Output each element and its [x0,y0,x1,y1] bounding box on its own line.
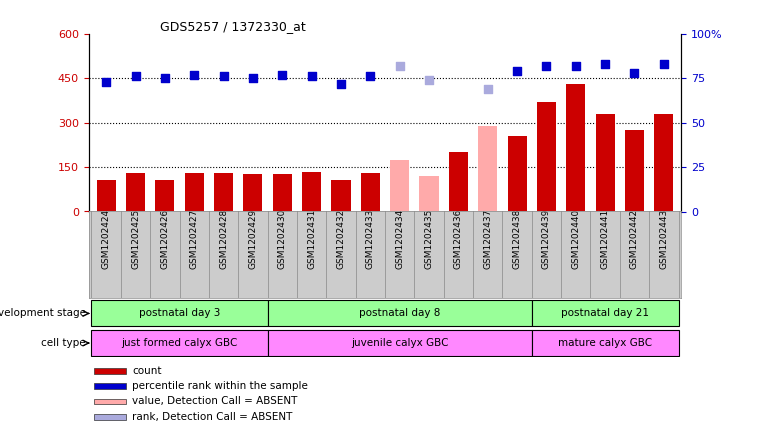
Point [188,71,200,78]
Point [511,68,524,74]
Point [246,75,259,82]
Text: postnatal day 21: postnatal day 21 [561,308,649,319]
Text: value, Detection Call = ABSENT: value, Detection Call = ABSENT [132,396,298,407]
Point [129,73,142,80]
Text: postnatal day 8: postnatal day 8 [359,308,440,319]
Text: just formed calyx GBC: just formed calyx GBC [122,338,238,348]
Point [217,73,229,80]
Point [481,85,494,92]
Bar [449,152,468,212]
Text: juvenile calyx GBC: juvenile calyx GBC [351,338,448,348]
Bar [273,175,292,212]
Point [541,63,553,69]
FancyBboxPatch shape [95,398,126,404]
Point [306,73,318,80]
Text: postnatal day 3: postnatal day 3 [139,308,220,319]
Point [658,60,670,67]
Bar [243,175,263,212]
FancyBboxPatch shape [92,300,268,327]
Bar [156,181,174,212]
Point [364,73,377,80]
Text: development stage: development stage [0,308,85,319]
Bar [537,102,556,212]
Text: percentile rank within the sample: percentile rank within the sample [132,381,308,391]
Bar [302,172,321,212]
FancyBboxPatch shape [95,383,126,389]
Bar [185,173,204,212]
Bar [361,173,380,212]
FancyBboxPatch shape [95,368,126,374]
FancyBboxPatch shape [92,330,268,356]
FancyBboxPatch shape [95,414,126,420]
FancyBboxPatch shape [532,330,678,356]
Point [276,71,289,78]
Point [393,63,406,69]
Bar [96,181,116,212]
Text: rank, Detection Call = ABSENT: rank, Detection Call = ABSENT [132,412,293,422]
Point [599,60,611,67]
Bar [126,173,145,212]
Bar [566,84,585,212]
Bar [214,173,233,212]
Bar [420,176,439,212]
Bar [654,114,674,212]
Text: cell type: cell type [41,338,85,348]
Bar [625,130,644,212]
Bar [478,126,497,212]
FancyBboxPatch shape [268,300,532,327]
Bar [596,114,614,212]
FancyBboxPatch shape [532,300,678,327]
Point [628,69,641,76]
Point [423,77,435,83]
Point [335,80,347,87]
Bar [331,179,350,212]
Text: mature calyx GBC: mature calyx GBC [558,338,652,348]
Text: GDS5257 / 1372330_at: GDS5257 / 1372330_at [159,20,306,33]
Point [159,75,171,82]
Point [570,63,582,69]
FancyBboxPatch shape [268,330,532,356]
Text: count: count [132,366,162,376]
Point [100,78,112,85]
Bar [390,160,409,212]
Bar [507,136,527,212]
